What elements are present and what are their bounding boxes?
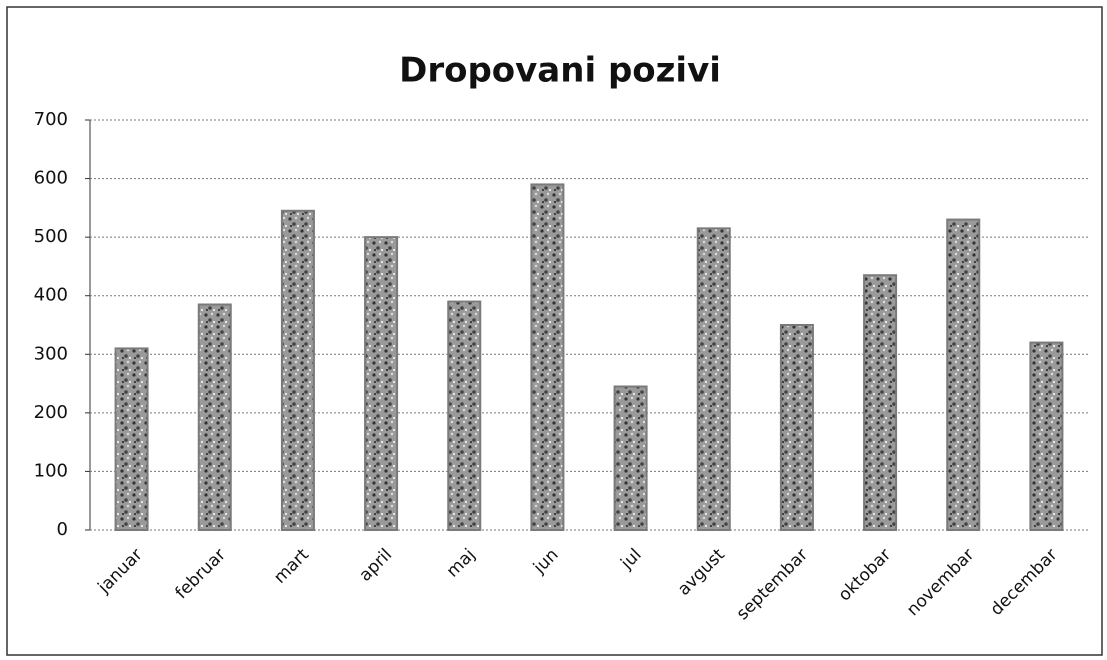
- bar: [946, 218, 981, 531]
- x-tick-label: jul: [616, 545, 645, 574]
- x-tick-label: jun: [529, 545, 562, 578]
- bar: [530, 183, 565, 532]
- x-tick-label: decembar: [987, 545, 1062, 620]
- y-tick-label: 0: [57, 519, 68, 540]
- bar: [364, 236, 399, 531]
- bar: [779, 324, 814, 531]
- y-tick-label: 100: [34, 460, 68, 481]
- y-tick-label: 600: [34, 168, 68, 189]
- bar: [1029, 341, 1064, 532]
- bar: [696, 227, 731, 531]
- y-tick-label: 200: [34, 402, 68, 423]
- y-tick-label: 500: [34, 226, 68, 247]
- x-tick-label: novembar: [903, 545, 978, 620]
- y-tick-label: 400: [34, 285, 68, 306]
- x-tick-label: maj: [443, 545, 480, 582]
- bar: [447, 300, 482, 532]
- x-tick-label: mart: [270, 545, 313, 588]
- x-tick-label: avgust: [674, 545, 729, 600]
- bar: [280, 209, 315, 532]
- x-tick-label: april: [355, 545, 396, 586]
- bar: [114, 347, 149, 531]
- x-tick-label: februar: [172, 545, 230, 603]
- bar: [613, 385, 648, 531]
- y-tick-label: 700: [34, 109, 68, 130]
- x-tick-label: oktobar: [835, 545, 895, 605]
- bar: [197, 303, 232, 531]
- chart-border: [6, 6, 1103, 656]
- x-tick-label: januar: [94, 545, 147, 598]
- bar: [863, 274, 898, 532]
- x-tick-label: septembar: [733, 545, 812, 624]
- chart-title: Dropovani pozivi: [399, 51, 721, 91]
- y-tick-label: 300: [34, 343, 68, 364]
